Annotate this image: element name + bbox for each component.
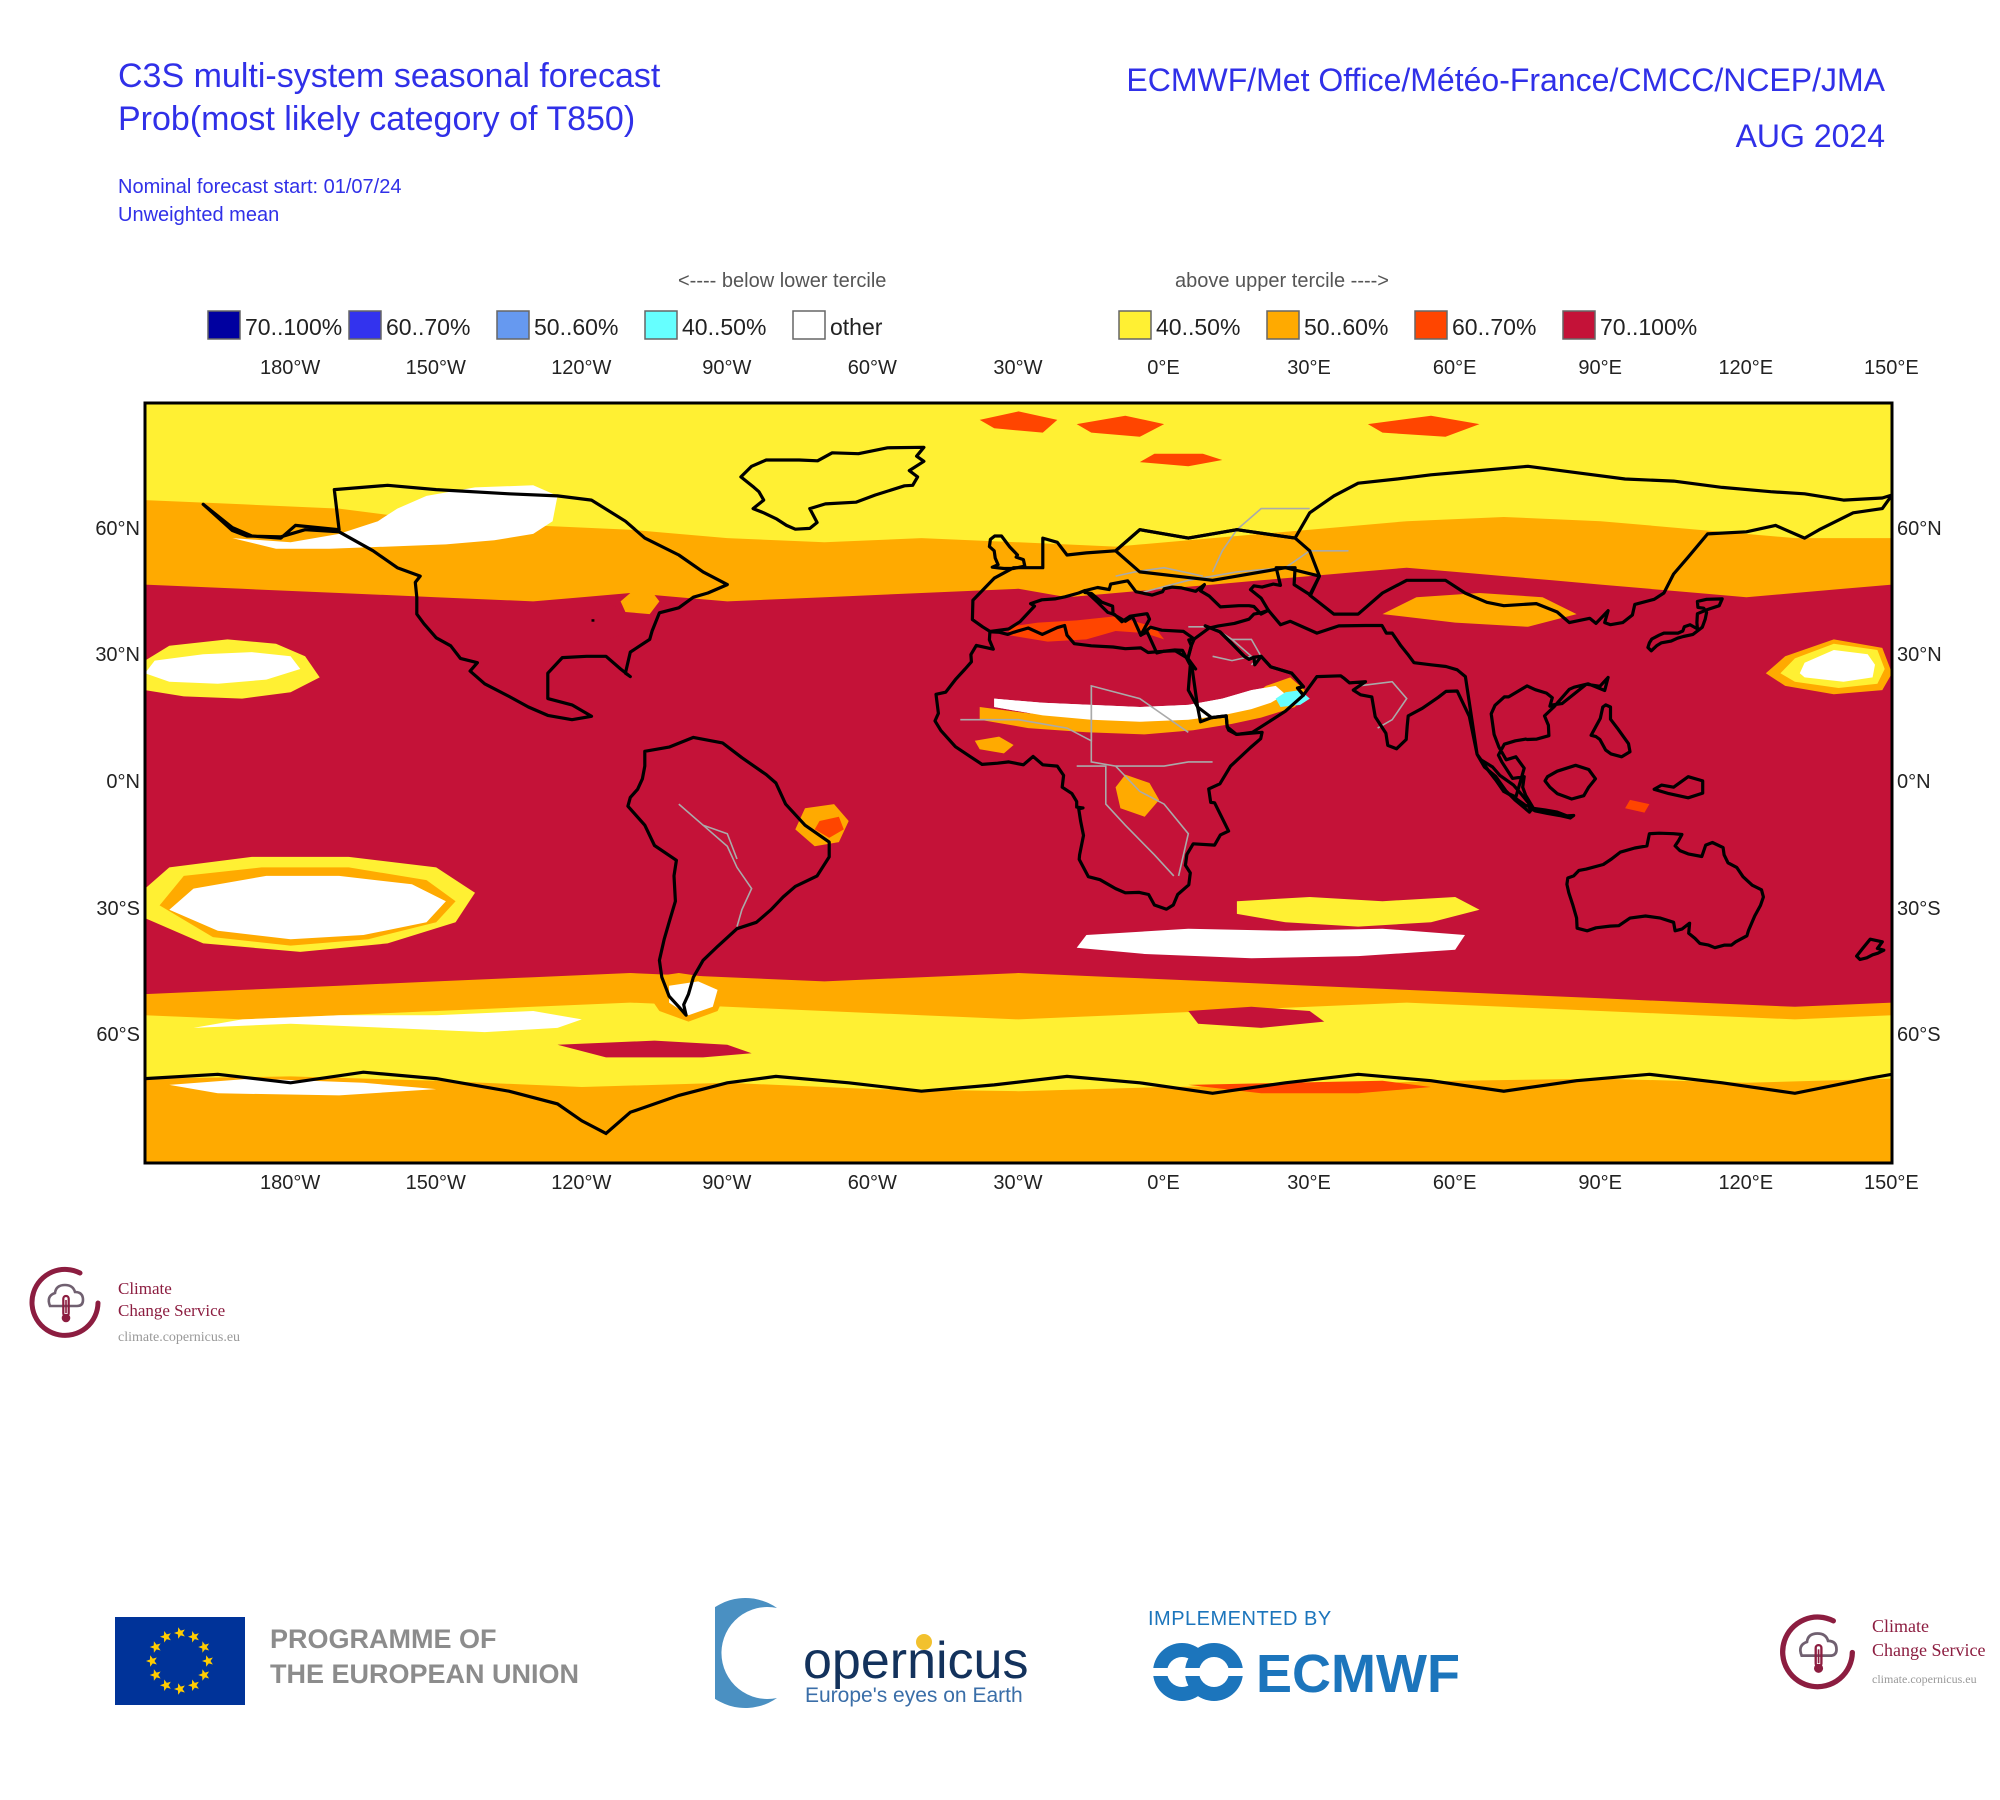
svg-text:Europe's eyes on Earth: Europe's eyes on Earth	[805, 1684, 1023, 1707]
svg-text:ECMWF: ECMWF	[1256, 1644, 1460, 1704]
svg-text:opernicus: opernicus	[803, 1632, 1028, 1690]
